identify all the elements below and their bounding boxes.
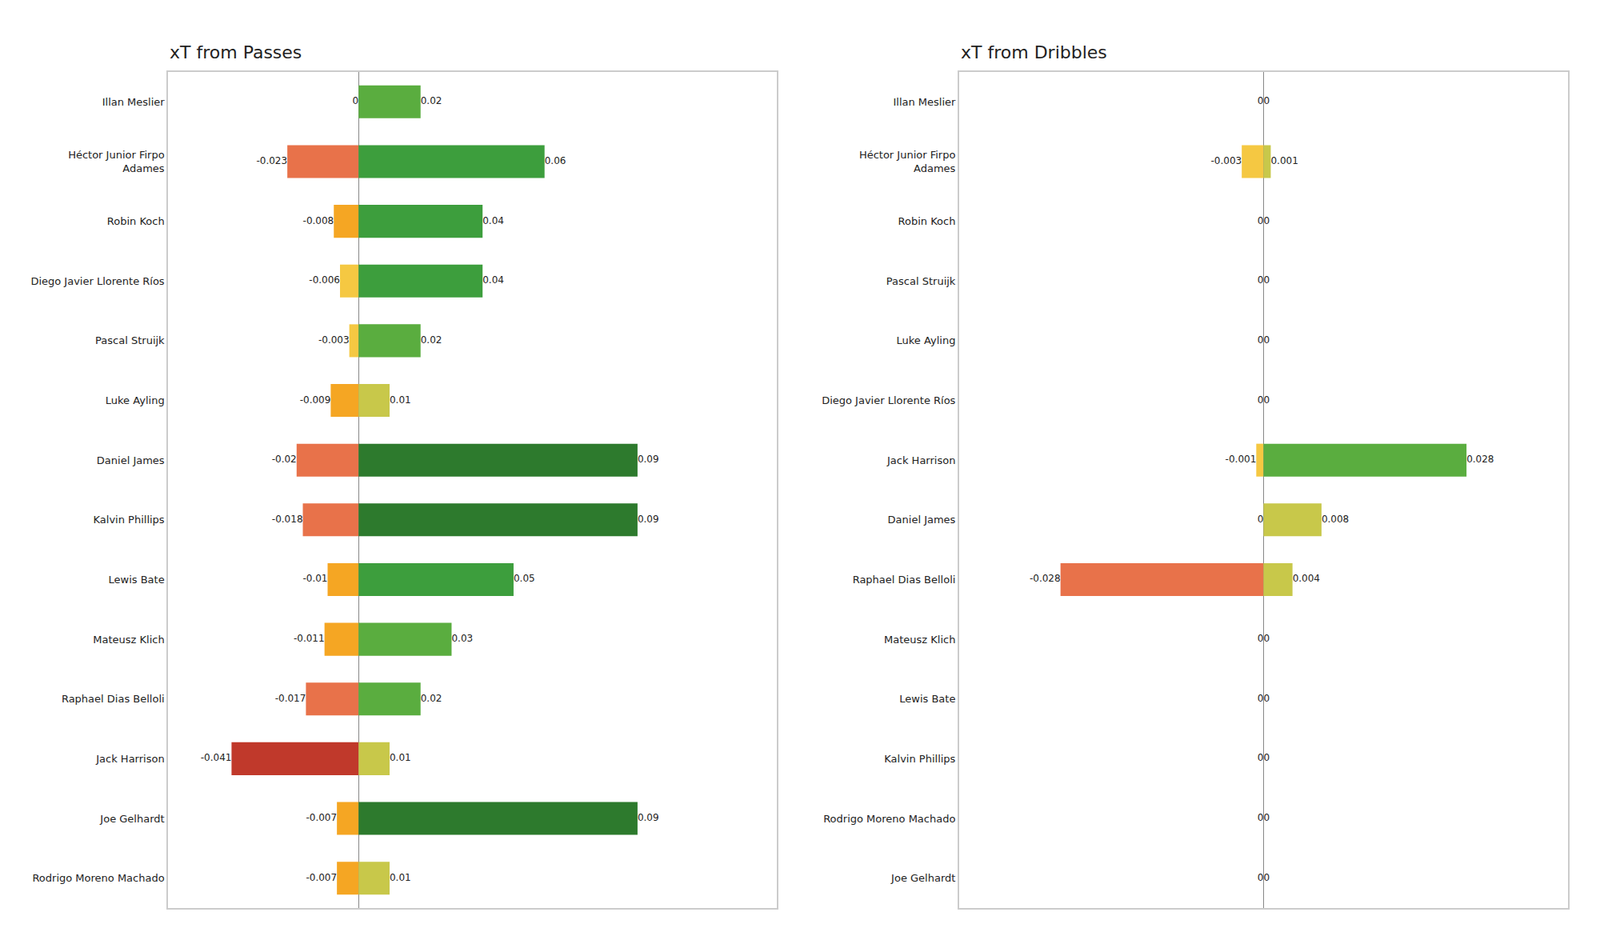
svg-text:Illan Meslier: Illan Meslier bbox=[892, 96, 956, 108]
svg-text:0.004: 0.004 bbox=[1292, 572, 1320, 584]
svg-text:0: 0 bbox=[1257, 274, 1264, 286]
svg-text:Daniel James: Daniel James bbox=[96, 454, 165, 467]
svg-text:0.01: 0.01 bbox=[389, 752, 412, 764]
svg-text:0: 0 bbox=[1263, 215, 1270, 227]
svg-text:0: 0 bbox=[1263, 95, 1270, 107]
svg-text:-0.017: -0.017 bbox=[275, 692, 307, 704]
svg-text:-0.007: -0.007 bbox=[305, 872, 337, 884]
svg-text:Diego Javier Llorente Ríos: Diego Javier Llorente Ríos bbox=[821, 394, 956, 407]
svg-text:Joe Gelhardt: Joe Gelhardt bbox=[890, 872, 956, 884]
svg-text:Joe Gelhardt: Joe Gelhardt bbox=[99, 812, 164, 825]
svg-text:-0.028: -0.028 bbox=[1029, 572, 1061, 584]
svg-text:0.04: 0.04 bbox=[482, 215, 504, 227]
svg-text:0.028: 0.028 bbox=[1466, 453, 1494, 465]
svg-text:0: 0 bbox=[1263, 274, 1270, 286]
svg-text:0.008: 0.008 bbox=[1321, 513, 1349, 525]
svg-text:0: 0 bbox=[1257, 513, 1264, 525]
svg-text:-0.02: -0.02 bbox=[272, 453, 297, 465]
svg-text:Pascal Struijk: Pascal Struijk bbox=[886, 275, 956, 288]
svg-text:0: 0 bbox=[1263, 394, 1270, 406]
svg-text:0: 0 bbox=[1257, 394, 1264, 406]
svg-text:0.06: 0.06 bbox=[544, 155, 567, 167]
svg-text:-0.011: -0.011 bbox=[293, 632, 325, 644]
svg-text:Robin Koch: Robin Koch bbox=[107, 215, 165, 228]
svg-text:xT from Passes: xT from Passes bbox=[169, 42, 302, 63]
svg-text:0: 0 bbox=[1257, 334, 1264, 346]
svg-text:Lewis Bate: Lewis Bate bbox=[108, 573, 164, 586]
svg-text:-0.008: -0.008 bbox=[303, 215, 335, 227]
svg-text:Kalvin Phillips: Kalvin Phillips bbox=[884, 752, 956, 765]
svg-text:0.09: 0.09 bbox=[637, 812, 660, 824]
svg-text:0: 0 bbox=[1257, 872, 1264, 884]
svg-text:0: 0 bbox=[1257, 632, 1264, 644]
svg-text:0.09: 0.09 bbox=[637, 453, 660, 465]
svg-text:0.01: 0.01 bbox=[389, 394, 412, 406]
svg-text:Luke Ayling: Luke Ayling bbox=[105, 394, 165, 407]
svg-text:Daniel James: Daniel James bbox=[888, 513, 956, 526]
svg-text:0.04: 0.04 bbox=[482, 274, 504, 286]
svg-text:Mateusz Klich: Mateusz Klich bbox=[884, 633, 956, 646]
svg-text:-0.007: -0.007 bbox=[305, 812, 337, 824]
svg-text:0.02: 0.02 bbox=[420, 334, 443, 346]
svg-text:0: 0 bbox=[1257, 692, 1264, 704]
svg-text:0.09: 0.09 bbox=[637, 513, 660, 525]
svg-text:Robin Koch: Robin Koch bbox=[898, 215, 956, 228]
svg-text:-0.041: -0.041 bbox=[200, 752, 232, 764]
svg-text:Kalvin Phillips: Kalvin Phillips bbox=[93, 513, 165, 526]
svg-text:xT from Dribbles: xT from Dribbles bbox=[960, 42, 1108, 63]
svg-text:0: 0 bbox=[352, 95, 360, 107]
svg-text:Héctor Junior FirpoAdames: Héctor Junior FirpoAdames bbox=[68, 148, 165, 175]
svg-text:0: 0 bbox=[1257, 812, 1264, 824]
svg-text:Héctor Junior FirpoAdames: Héctor Junior FirpoAdames bbox=[859, 148, 956, 175]
svg-text:-0.023: -0.023 bbox=[256, 155, 288, 167]
svg-text:0: 0 bbox=[1263, 872, 1270, 884]
svg-text:Lewis Bate: Lewis Bate bbox=[899, 692, 956, 705]
svg-text:0: 0 bbox=[1263, 632, 1270, 644]
svg-text:Rodrigo Moreno Machado: Rodrigo Moreno Machado bbox=[823, 812, 956, 825]
svg-text:0.02: 0.02 bbox=[420, 692, 443, 704]
svg-text:-0.003: -0.003 bbox=[1211, 155, 1243, 167]
svg-text:-0.006: -0.006 bbox=[308, 274, 340, 286]
svg-text:Rodrigo Moreno Machado: Rodrigo Moreno Machado bbox=[32, 872, 164, 884]
svg-text:-0.018: -0.018 bbox=[272, 513, 304, 525]
svg-text:Pascal Struijk: Pascal Struijk bbox=[95, 334, 165, 347]
svg-text:Raphael Dias Belloli: Raphael Dias Belloli bbox=[61, 692, 165, 705]
svg-text:0: 0 bbox=[1263, 812, 1270, 824]
svg-text:-0.01: -0.01 bbox=[302, 572, 328, 584]
svg-text:0: 0 bbox=[1263, 334, 1270, 346]
svg-text:0: 0 bbox=[1257, 752, 1264, 764]
svg-text:0.01: 0.01 bbox=[389, 872, 412, 884]
svg-text:-0.003: -0.003 bbox=[318, 334, 350, 346]
svg-text:-0.001: -0.001 bbox=[1225, 453, 1257, 465]
svg-text:Luke Ayling: Luke Ayling bbox=[896, 334, 956, 347]
svg-text:Jack Harrison: Jack Harrison bbox=[95, 752, 164, 765]
svg-text:0: 0 bbox=[1263, 752, 1270, 764]
svg-text:Jack Harrison: Jack Harrison bbox=[886, 454, 956, 467]
svg-text:-0.009: -0.009 bbox=[300, 394, 332, 406]
svg-text:0: 0 bbox=[1263, 692, 1270, 704]
svg-text:0.05: 0.05 bbox=[513, 572, 536, 584]
svg-text:Raphael Dias Belloli: Raphael Dias Belloli bbox=[852, 573, 956, 586]
svg-text:Illan Meslier: Illan Meslier bbox=[102, 96, 166, 108]
svg-text:0: 0 bbox=[1257, 215, 1264, 227]
svg-text:Diego Javier Llorente Ríos: Diego Javier Llorente Ríos bbox=[30, 275, 164, 288]
svg-text:Mateusz Klich: Mateusz Klich bbox=[92, 633, 164, 646]
svg-text:0: 0 bbox=[1257, 95, 1264, 107]
svg-text:0.03: 0.03 bbox=[451, 632, 473, 644]
svg-text:0.02: 0.02 bbox=[420, 95, 443, 107]
svg-text:0.001: 0.001 bbox=[1270, 155, 1298, 167]
